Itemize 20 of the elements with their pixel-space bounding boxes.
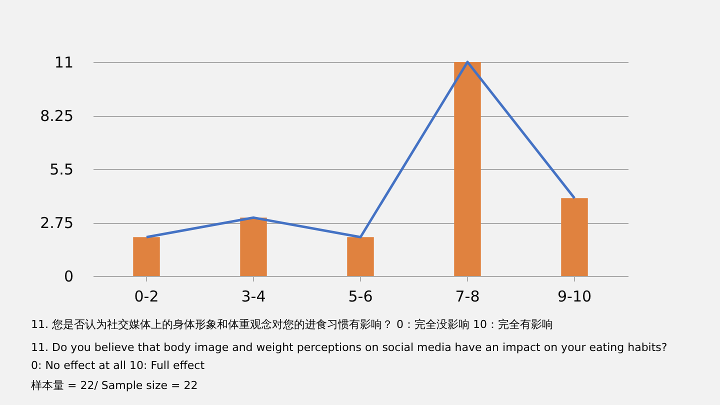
x-tick-label: 7-8 [455, 288, 480, 306]
x-tick-label: 9-10 [557, 288, 592, 306]
text: 样本量 = 22/ Sample size = 22 [31, 379, 198, 392]
bar [561, 198, 588, 276]
y-tick-label: 0 [64, 268, 74, 286]
bar [133, 237, 160, 276]
x-tick-label: 0-2 [134, 288, 159, 306]
bar [240, 218, 267, 276]
bar [454, 62, 481, 276]
x-tick-label: 3-4 [241, 288, 266, 306]
y-tick-label: 2.75 [40, 214, 74, 232]
line-series [145, 60, 576, 238]
y-tick-label: 11 [54, 54, 74, 72]
text: 11. 您是否认为社交媒体上的身体形象和体重观念对您的进食习惯有影响？ 0：完全没影响 10：完全有影响 [31, 318, 553, 331]
y-tick-label: 5.5 [50, 160, 74, 178]
text: 11. Do you believe that body image and weight perceptions on social media have an impact on your eating habits? [31, 341, 668, 354]
y-tick-label: 8.25 [40, 107, 74, 125]
x-tick-label: 5-6 [348, 288, 373, 306]
text: 0: No effect at all 10: Full effect [31, 359, 206, 372]
bar [347, 237, 374, 276]
